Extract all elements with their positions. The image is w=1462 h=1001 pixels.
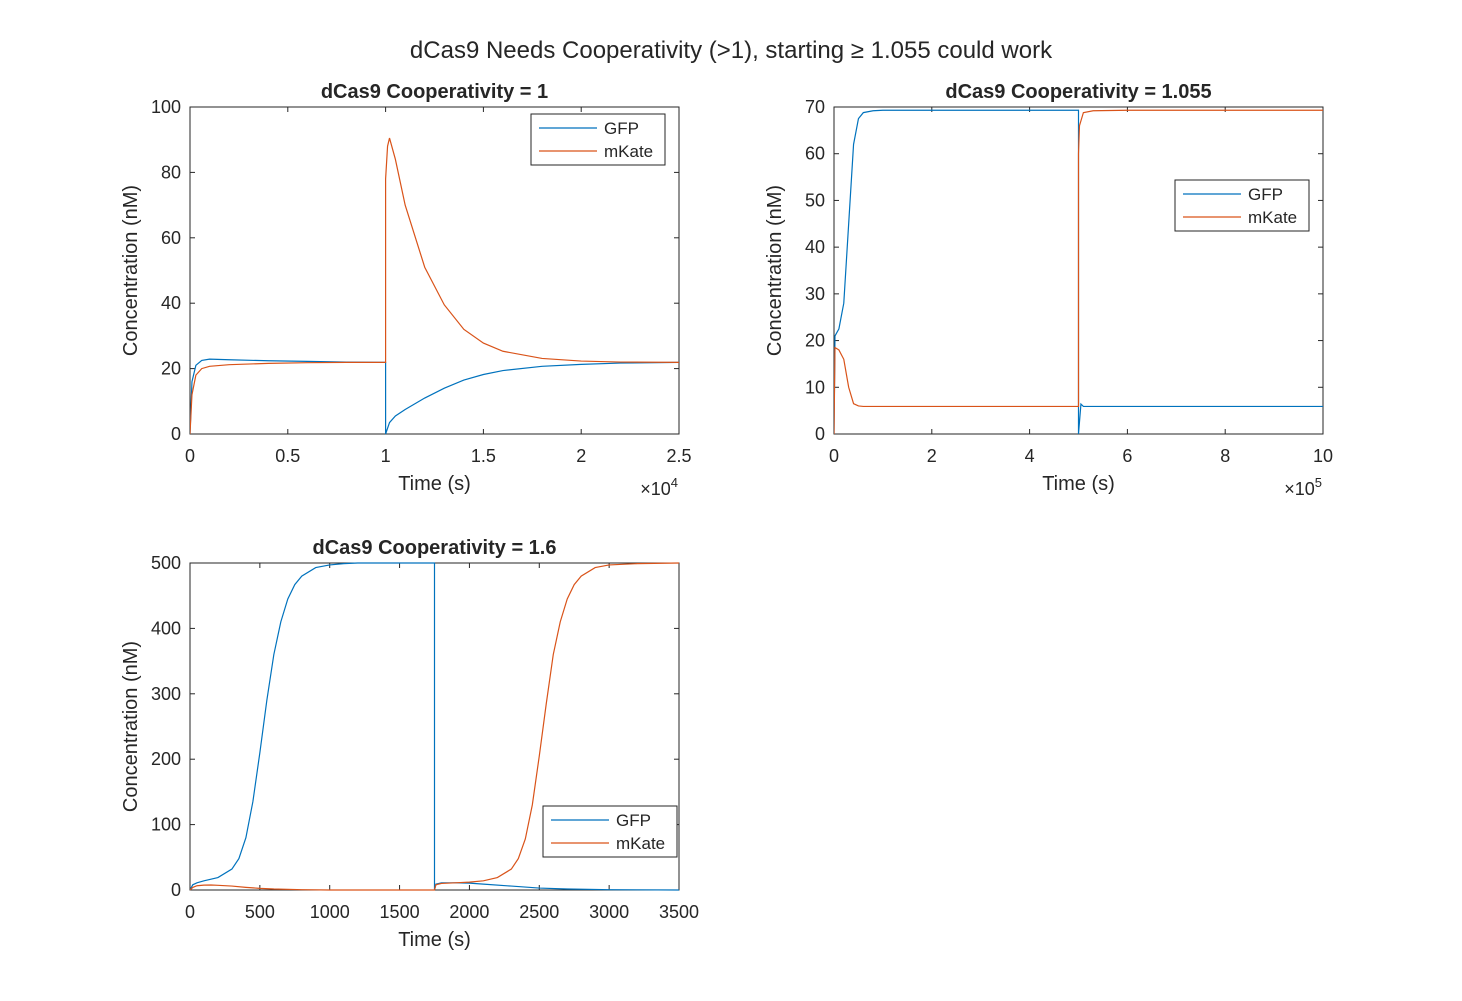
y-axis-label: Concentration (nM) xyxy=(764,185,786,356)
y-tick-label: 100 xyxy=(151,97,181,117)
x-tick-label: 2500 xyxy=(519,902,559,922)
y-tick-label: 30 xyxy=(805,284,825,304)
subplot-1: 0 0.5 1 1.5 2 2.5 0 20 40 60 80 100 dCas9 Cooperativ… xyxy=(120,81,692,499)
series-line-gfp xyxy=(190,358,679,435)
legend: GFP mKate xyxy=(1174,179,1310,232)
x-tick-label: 8 xyxy=(1220,446,1230,466)
subplot-3: 0 500 1000 1500 2000 2500 3000 3500 0 100 200 300 40… xyxy=(120,537,699,951)
legend-box xyxy=(1174,179,1310,232)
series-line-gfp xyxy=(834,109,1323,435)
y-tick-label: 80 xyxy=(161,162,181,182)
subplot-title: dCas9 Cooperativity = 1.055 xyxy=(945,81,1211,103)
y-tick-label: 100 xyxy=(151,815,181,835)
x-tick-label: 500 xyxy=(245,902,275,922)
x-tick-label: 4 xyxy=(1025,446,1035,466)
x-tick-label: 1500 xyxy=(380,902,420,922)
y-tick-label: 70 xyxy=(805,97,825,117)
y-tick-label: 200 xyxy=(151,749,181,769)
legend-box xyxy=(530,113,666,166)
x-axis-label: Time (s) xyxy=(398,929,471,951)
series-line-mkate xyxy=(190,562,679,891)
x-tick-label: 1000 xyxy=(310,902,350,922)
x-tick-label: 2000 xyxy=(449,902,489,922)
y-tick-label: 10 xyxy=(805,377,825,397)
y-tick-label: 60 xyxy=(161,228,181,248)
x-tick-label: 2 xyxy=(576,446,586,466)
series-line-mkate xyxy=(834,109,1323,435)
legend: GFP mKate xyxy=(542,805,678,858)
legend-label-mkate: mKate xyxy=(1248,208,1297,227)
x-tick-label: 6 xyxy=(1122,446,1132,466)
y-tick-label: 0 xyxy=(171,424,181,444)
x-tick-label: 3000 xyxy=(589,902,629,922)
y-tick-label: 0 xyxy=(815,424,825,444)
x-tick-label: 3500 xyxy=(659,902,699,922)
y-axis-label: Concentration (nM) xyxy=(120,641,142,812)
subplot-2: 0 2 4 6 8 10 0 10 20 30 40 50 60 70 dCas9 Cooperativit… xyxy=(764,81,1333,499)
x-tick-label: 0.5 xyxy=(275,446,300,466)
subplot-title: dCas9 Cooperativity = 1.6 xyxy=(313,537,557,559)
y-tick-label: 500 xyxy=(151,553,181,573)
y-tick-label: 20 xyxy=(161,359,181,379)
x-axis-multiplier: ×105 xyxy=(1284,475,1322,499)
x-tick-label: 0 xyxy=(829,446,839,466)
legend-label-gfp: GFP xyxy=(1248,185,1283,204)
x-tick-label: 2.5 xyxy=(666,446,691,466)
legend-label-mkate: mKate xyxy=(604,142,653,161)
x-tick-label: 0 xyxy=(185,446,195,466)
x-tick-label: 1.5 xyxy=(471,446,496,466)
x-tick-label: 10 xyxy=(1313,446,1333,466)
y-tick-label: 60 xyxy=(805,144,825,164)
y-axis-label: Concentration (nM) xyxy=(120,185,142,356)
legend: GFP mKate xyxy=(530,113,666,166)
y-tick-label: 0 xyxy=(171,880,181,900)
x-tick-label: 0 xyxy=(185,902,195,922)
legend-box xyxy=(542,805,678,858)
x-axis-label: Time (s) xyxy=(398,473,471,495)
series-line-gfp xyxy=(190,562,679,891)
y-tick-label: 40 xyxy=(805,237,825,257)
x-axis-multiplier: ×104 xyxy=(640,475,678,499)
y-tick-label: 300 xyxy=(151,684,181,704)
subplot-title: dCas9 Cooperativity = 1 xyxy=(321,81,548,103)
y-tick-label: 400 xyxy=(151,618,181,638)
legend-label-mkate: mKate xyxy=(616,834,665,853)
legend-label-gfp: GFP xyxy=(604,119,639,138)
y-tick-label: 40 xyxy=(161,293,181,313)
legend-label-gfp: GFP xyxy=(616,811,651,830)
x-axis-label: Time (s) xyxy=(1042,473,1115,495)
x-tick-label: 2 xyxy=(927,446,937,466)
figure-title: dCas9 Needs Cooperativity (>1), starting… xyxy=(410,37,1053,64)
y-tick-label: 20 xyxy=(805,331,825,351)
x-tick-label: 1 xyxy=(381,446,391,466)
series-line-mkate xyxy=(190,137,679,435)
y-tick-label: 50 xyxy=(805,190,825,210)
